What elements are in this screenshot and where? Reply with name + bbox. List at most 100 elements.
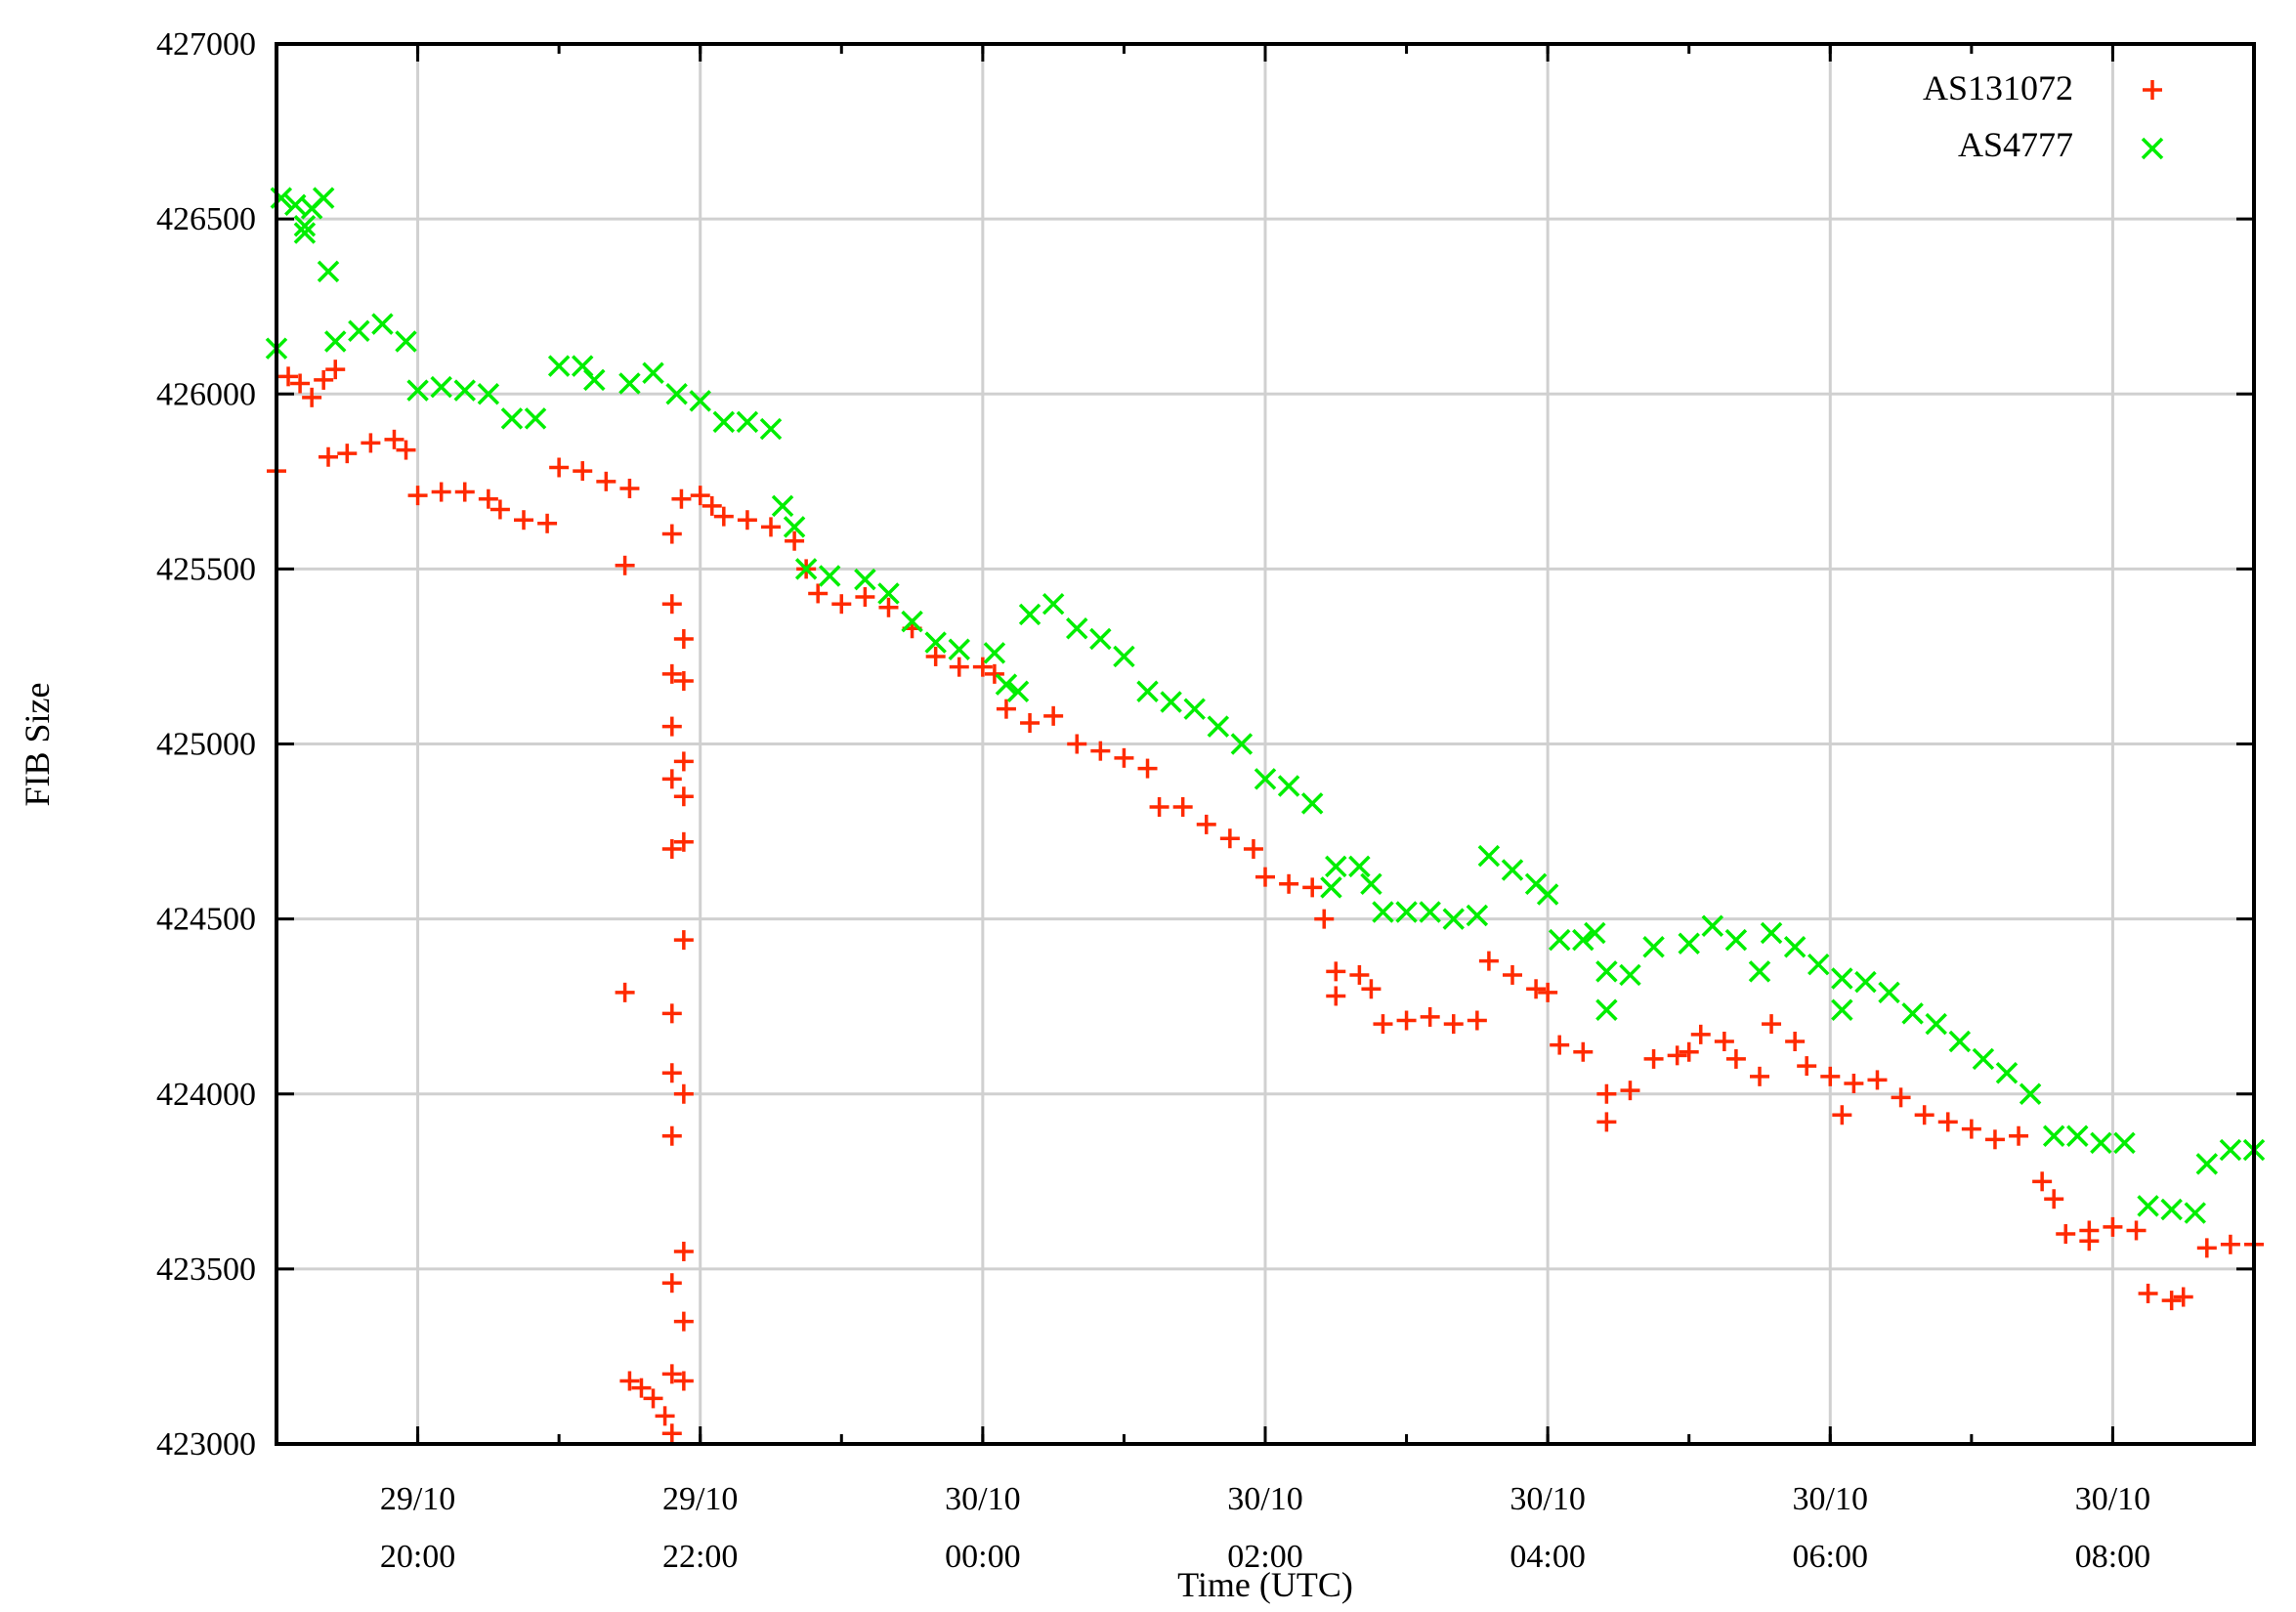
- data-point: [2056, 1224, 2076, 1245]
- data-point: [1113, 645, 1135, 668]
- data-point: [712, 410, 736, 434]
- legend: AS131072 AS4777: [1923, 68, 2164, 164]
- x-tick-label-date: 30/10: [2075, 1481, 2150, 1517]
- data-point: [1797, 1056, 1817, 1077]
- data-point: [661, 524, 682, 544]
- series-as4777: [265, 187, 2266, 1224]
- data-point: [661, 716, 682, 737]
- data-point: [1219, 828, 1240, 849]
- data-point: [1137, 758, 1158, 779]
- x-tick-label-date: 30/10: [1509, 1481, 1585, 1517]
- data-points: [265, 187, 2266, 1444]
- data-point: [1442, 908, 1465, 930]
- data-point: [1089, 627, 1112, 651]
- data-point: [673, 671, 694, 692]
- data-point: [673, 1371, 694, 1391]
- grid: [276, 42, 2254, 1446]
- data-point: [671, 488, 692, 509]
- data-point: [1396, 1010, 1417, 1031]
- data-point: [1160, 691, 1182, 713]
- x-tick-label-time: 04:00: [1509, 1539, 1585, 1575]
- data-point: [1420, 1006, 1440, 1027]
- data-point: [1961, 1119, 1981, 1139]
- data-point: [785, 530, 805, 551]
- data-point: [819, 565, 841, 587]
- data-point: [1326, 986, 1346, 1006]
- x-tick-label-time: 22:00: [662, 1539, 738, 1575]
- data-point: [547, 355, 571, 377]
- data-point: [1207, 715, 1230, 738]
- data-point: [761, 517, 781, 537]
- data-point: [661, 1003, 682, 1024]
- data-point: [661, 594, 682, 615]
- data-point: [924, 631, 947, 654]
- data-point: [2009, 1125, 2029, 1146]
- data-point: [984, 663, 1004, 684]
- data-point: [514, 510, 533, 530]
- data-point: [1230, 733, 1254, 755]
- data-point: [1550, 1035, 1570, 1055]
- data-point: [302, 387, 322, 407]
- data-point: [643, 1388, 663, 1409]
- data-point: [1114, 747, 1134, 768]
- data-point: [1820, 1066, 1841, 1086]
- data-point: [1326, 961, 1346, 982]
- data-point: [759, 417, 783, 441]
- data-point: [384, 429, 404, 449]
- data-point: [478, 488, 498, 509]
- data-point: [1183, 698, 1206, 720]
- data-point: [1467, 1010, 1487, 1031]
- data-point: [1785, 1032, 1806, 1052]
- data-point: [1891, 1087, 1911, 1108]
- data-point: [1573, 1041, 1594, 1062]
- data-point: [1596, 1083, 1617, 1104]
- x-tick-label-date: 30/10: [1227, 1481, 1302, 1517]
- data-point: [1725, 1048, 1746, 1069]
- data-point: [2195, 1153, 2219, 1175]
- data-point: [661, 1423, 682, 1444]
- data-point: [1043, 705, 1064, 726]
- data-point: [1783, 936, 1807, 958]
- data-point: [901, 610, 923, 633]
- data-point: [948, 638, 970, 661]
- data-point: [1748, 960, 1771, 983]
- data-point: [1724, 928, 1748, 952]
- data-point: [2042, 1124, 2065, 1147]
- data-point: [1832, 1105, 1852, 1125]
- data-point: [1006, 680, 1030, 702]
- data-point: [431, 482, 451, 502]
- data-point: [1937, 1112, 1958, 1132]
- data-point: [925, 646, 946, 666]
- legend-label-as4777: AS4777: [1958, 125, 2073, 164]
- data-point: [1831, 967, 1853, 990]
- data-point: [1042, 592, 1065, 615]
- data-point: [972, 657, 993, 677]
- data-point: [1595, 998, 1618, 1022]
- data-point: [673, 751, 694, 772]
- data-point: [1136, 680, 1159, 702]
- x-tick-label-date: 30/10: [1793, 1481, 1868, 1517]
- data-point: [2173, 1287, 2193, 1307]
- data-point: [1066, 617, 1088, 640]
- data-point: [831, 594, 852, 615]
- x-tick-label-time: 00:00: [945, 1539, 1020, 1575]
- data-point: [1995, 1062, 2019, 1084]
- data-point: [1760, 921, 1783, 945]
- data-point: [642, 361, 664, 384]
- data-point: [1678, 932, 1700, 954]
- data-point: [615, 982, 635, 1002]
- data-point: [1419, 901, 1441, 923]
- data-point: [661, 1273, 682, 1294]
- data-point: [1501, 859, 1524, 881]
- data-point: [1090, 741, 1111, 761]
- data-point: [1243, 838, 1263, 859]
- data-point: [878, 597, 899, 617]
- data-point: [615, 555, 635, 575]
- data-point: [661, 1063, 682, 1083]
- y-tick-label: 425000: [156, 727, 256, 763]
- data-point: [661, 838, 682, 859]
- data-point: [661, 663, 682, 684]
- data-point: [1314, 909, 1335, 929]
- data-point: [661, 1364, 682, 1384]
